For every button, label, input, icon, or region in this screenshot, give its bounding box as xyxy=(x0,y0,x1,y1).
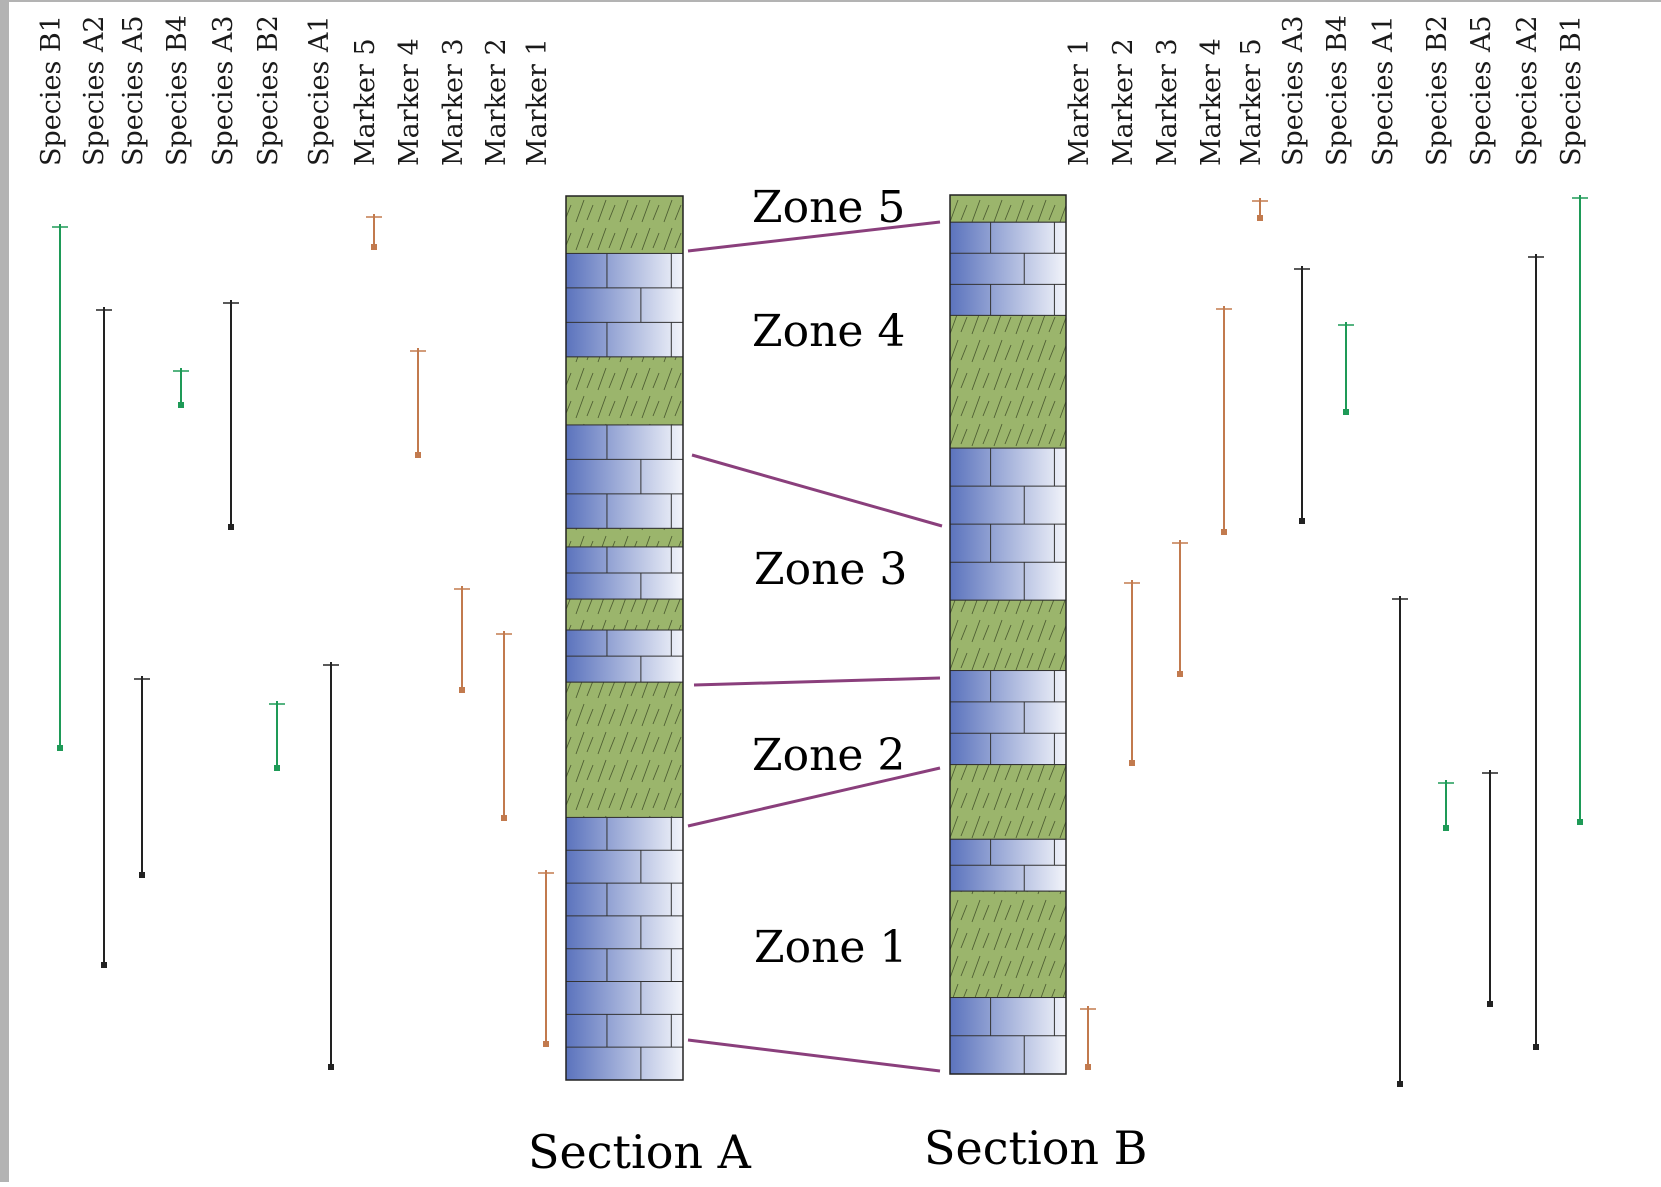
left-column-label-7: Species A1 xyxy=(304,15,335,166)
left-range-bars xyxy=(52,214,554,1070)
left-range-1 xyxy=(52,224,68,751)
left-range-4 xyxy=(173,368,189,408)
section-b-layer-6-limestone xyxy=(949,670,1067,766)
right-range-3 xyxy=(1172,540,1188,677)
section-a-layer-6-limestone xyxy=(565,546,684,600)
right-range-labels: Marker 1 Marker 2 Marker 3 Marker 4 Marker 5… xyxy=(1064,15,1587,166)
right-range-8 xyxy=(1392,596,1408,1087)
right-range-7 xyxy=(1338,322,1354,415)
right-range-12 xyxy=(1572,195,1588,825)
left-range-3 xyxy=(134,676,150,878)
left-column-label-12: Marker 1 xyxy=(522,38,553,166)
section-a-layer-9-sandstone xyxy=(565,681,684,818)
section-b-layer-7-sandstone xyxy=(949,764,1067,840)
right-column-label-7: Species B4 xyxy=(1322,15,1353,166)
right-range-11 xyxy=(1528,254,1544,1050)
section-b-layer-2-limestone xyxy=(949,221,1067,316)
right-range-10 xyxy=(1482,770,1498,1007)
right-range-9 xyxy=(1438,780,1454,831)
zone-3-label: Zone 3 xyxy=(754,544,907,595)
section-b-layer-10-limestone xyxy=(949,997,1067,1075)
right-column-label-5: Marker 5 xyxy=(1236,38,1267,166)
section-a-layer-4-limestone xyxy=(565,424,684,529)
correlation-line-1 xyxy=(687,220,941,253)
right-column-label-1: Marker 1 xyxy=(1064,38,1095,166)
right-column-label-10: Species A5 xyxy=(1466,15,1497,166)
correlation-line-5 xyxy=(687,1038,941,1073)
zone-2-label: Zone 2 xyxy=(752,730,905,781)
left-column-label-8: Marker 5 xyxy=(350,38,381,166)
zone-1-label: Zone 1 xyxy=(754,922,907,973)
right-column-label-6: Species A3 xyxy=(1278,15,1309,166)
left-column-label-11: Marker 2 xyxy=(481,38,512,166)
section-a-layer-3-sandstone xyxy=(565,356,684,426)
section-a-column xyxy=(565,195,684,1081)
left-range-7 xyxy=(323,662,339,1070)
right-column-label-3: Marker 3 xyxy=(1152,38,1183,166)
right-range-1 xyxy=(1080,1006,1096,1070)
section-b-column xyxy=(949,194,1067,1075)
zone-5-label: Zone 5 xyxy=(752,182,905,233)
right-column-label-2: Marker 2 xyxy=(1108,38,1139,166)
left-range-labels: Species B1 Species A2 Species A5 Species B4… xyxy=(36,15,553,166)
section-a-layer-10-limestone xyxy=(565,816,684,1081)
left-column-label-6: Species B2 xyxy=(253,15,284,166)
left-range-10 xyxy=(454,586,470,693)
section-b-layer-8-limestone xyxy=(949,838,1067,892)
left-column-label-9: Marker 4 xyxy=(394,38,425,166)
section-b-layer-1-sandstone xyxy=(949,194,1067,223)
section-a-label: Section A xyxy=(528,1125,752,1179)
section-b-layer-3-sandstone xyxy=(949,314,1067,449)
section-b-layer-5-sandstone xyxy=(949,599,1067,672)
top-frame-bar xyxy=(0,0,1661,2)
correlation-lines xyxy=(687,220,943,1073)
right-column-label-11: Species A2 xyxy=(1512,15,1543,166)
section-a-layer-1-sandstone xyxy=(565,195,684,254)
right-range-6 xyxy=(1294,266,1310,524)
left-range-5 xyxy=(223,300,239,530)
section-b-layer-9-sandstone xyxy=(949,890,1067,999)
left-frame-bar xyxy=(0,0,9,1182)
left-column-label-10: Marker 3 xyxy=(438,38,469,166)
correlation-line-4 xyxy=(687,766,941,828)
left-column-label-1: Species B1 xyxy=(36,15,67,166)
right-range-5 xyxy=(1252,198,1268,221)
correlation-line-3 xyxy=(693,676,941,687)
right-column-label-8: Species A1 xyxy=(1368,15,1399,166)
section-a-layer-7-sandstone xyxy=(565,598,684,631)
left-range-9 xyxy=(410,348,426,458)
section-a-layer-5-sandstone xyxy=(565,527,684,548)
right-column-label-12: Species B1 xyxy=(1556,15,1587,166)
left-range-8 xyxy=(366,214,382,250)
correlation-line-2 xyxy=(691,453,943,528)
right-column-label-4: Marker 4 xyxy=(1196,38,1227,166)
left-range-11 xyxy=(496,631,512,821)
left-range-6 xyxy=(269,701,285,771)
left-column-label-2: Species A2 xyxy=(79,15,110,166)
left-column-label-5: Species A3 xyxy=(208,15,239,166)
right-range-bars xyxy=(1080,195,1588,1087)
section-b-layer-4-limestone xyxy=(949,447,1067,601)
left-column-label-3: Species A5 xyxy=(118,15,149,166)
left-range-2 xyxy=(96,307,112,968)
right-range-4 xyxy=(1216,306,1232,535)
left-range-12 xyxy=(538,870,554,1047)
right-column-label-9: Species B2 xyxy=(1422,15,1453,166)
right-range-2 xyxy=(1124,580,1140,766)
left-column-label-4: Species B4 xyxy=(162,15,193,166)
section-a-layer-2-limestone xyxy=(565,252,684,358)
section-b-label: Section B xyxy=(924,1121,1147,1175)
zone-4-label: Zone 4 xyxy=(752,306,905,357)
section-a-layer-8-limestone xyxy=(565,629,684,683)
